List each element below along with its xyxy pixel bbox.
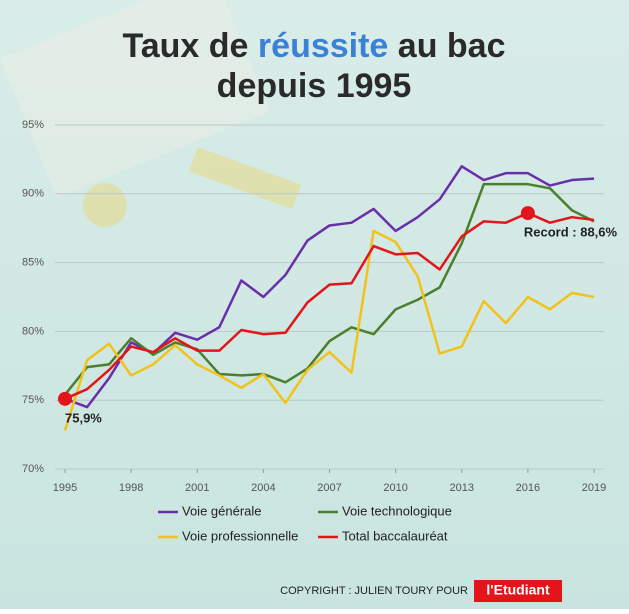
title-part: Taux de: [123, 27, 249, 65]
legend-label: Voie générale: [182, 503, 262, 518]
y-tick-label: 70%: [22, 463, 44, 475]
series-line: [63, 229, 595, 431]
legend-label: Voie technologique: [342, 503, 452, 518]
logo-box: [474, 580, 562, 602]
logo: l'Etudiant: [486, 582, 550, 598]
chart-title: depuis 1995: [217, 67, 412, 105]
highlight-point: [520, 206, 535, 221]
x-tick-label: 2016: [516, 482, 540, 494]
y-tick-label: 95%: [22, 119, 44, 131]
x-tick-label: 1998: [119, 482, 143, 494]
y-tick-label: 90%: [22, 188, 44, 200]
title-part: au bac: [398, 27, 506, 65]
x-tick-label: 2007: [317, 482, 341, 494]
x-tick-label: 2001: [185, 482, 209, 494]
y-tick-label: 75%: [22, 394, 44, 406]
x-tick-label: 2004: [251, 482, 275, 494]
legend-label: Total baccalauréat: [342, 528, 448, 543]
x-tick-label: 2010: [383, 482, 407, 494]
x-tick-label: 2013: [450, 482, 474, 494]
series-line: [64, 182, 595, 396]
legend-label: Voie professionnelle: [182, 528, 298, 543]
highlight-point: [58, 391, 72, 406]
annotation: Record : 88,6%: [524, 225, 618, 240]
x-tick-label: 1995: [53, 482, 77, 494]
y-tick-label: 85%: [22, 257, 44, 269]
chart-title: Taux de réussite au bac: [123, 27, 506, 65]
series-line: [64, 211, 595, 400]
y-tick-label: 80%: [22, 325, 44, 337]
annotation: 75,9%: [65, 410, 102, 425]
x-tick-label: 2019: [582, 482, 606, 494]
title-highlight: réussite: [258, 27, 388, 65]
copyright: COPYRIGHT : JULIEN TOURY POUR: [280, 585, 468, 597]
